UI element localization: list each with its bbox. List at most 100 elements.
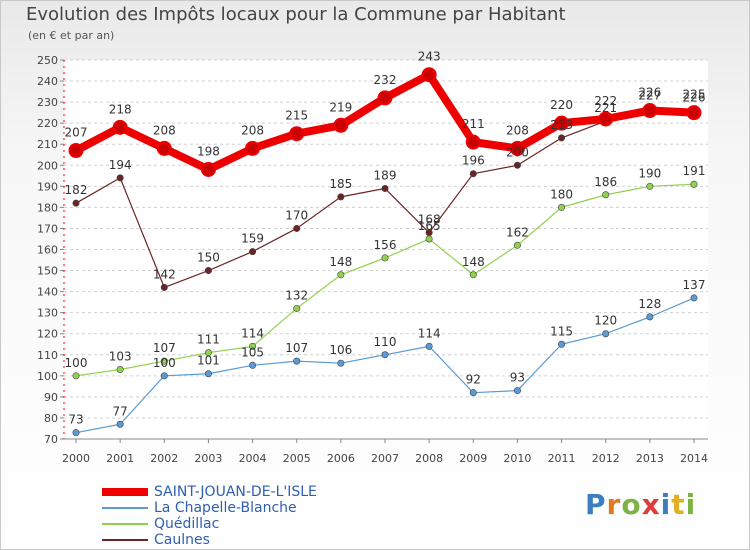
data-label: 180 <box>550 187 573 201</box>
y-tick-label: 170 <box>37 222 58 235</box>
data-point <box>249 342 257 350</box>
y-tick-label: 230 <box>37 96 58 109</box>
data-label: 114 <box>241 326 264 340</box>
data-point <box>333 117 349 133</box>
data-label: 101 <box>197 354 220 368</box>
data-label: 222 <box>594 94 617 108</box>
data-label: 150 <box>197 251 220 265</box>
data-label: 115 <box>550 324 573 338</box>
data-point <box>289 126 305 142</box>
data-label: 200 <box>506 145 529 159</box>
y-tick-label: 220 <box>37 117 58 130</box>
data-point <box>469 170 477 178</box>
data-label: 110 <box>374 335 397 349</box>
data-point <box>116 366 124 374</box>
data-label: 106 <box>329 343 352 357</box>
data-point <box>160 283 168 291</box>
logo-letter: P <box>585 488 607 521</box>
legend-swatch <box>102 539 148 541</box>
data-label: 208 <box>241 123 264 137</box>
data-label: 168 <box>418 213 441 227</box>
x-tick-label: 2007 <box>371 452 399 465</box>
data-label: 100 <box>65 356 88 370</box>
data-label: 111 <box>197 333 220 347</box>
data-point <box>72 429 80 437</box>
y-tick-label: 190 <box>37 180 58 193</box>
data-point <box>204 349 212 357</box>
data-point <box>686 105 702 121</box>
data-label: 100 <box>153 356 176 370</box>
legend-label: La Chapelle-Blanche <box>154 500 297 516</box>
data-point <box>249 361 257 369</box>
data-point <box>112 119 128 135</box>
data-label: 156 <box>374 238 397 252</box>
y-tick-label: 150 <box>37 265 58 278</box>
y-tick-label: 250 <box>37 54 58 67</box>
y-tick-label: 140 <box>37 286 58 299</box>
x-tick-label: 2002 <box>150 452 178 465</box>
data-label: 186 <box>594 175 617 189</box>
data-label: 221 <box>594 101 617 115</box>
y-tick-label: 130 <box>37 307 58 320</box>
x-tick-label: 2003 <box>194 452 222 465</box>
data-point <box>293 224 301 232</box>
data-label: 215 <box>285 109 308 123</box>
data-label: 73 <box>68 413 83 427</box>
y-tick-label: 160 <box>37 244 58 257</box>
data-label: 232 <box>374 73 397 87</box>
data-label: 218 <box>109 102 132 116</box>
chart-title: Evolution des Impôts locaux pour la Comm… <box>26 4 566 25</box>
x-tick-label: 2014 <box>680 452 708 465</box>
data-label: 189 <box>374 168 397 182</box>
x-tick-label: 2010 <box>503 452 531 465</box>
x-tick-label: 2005 <box>283 452 311 465</box>
data-label: 77 <box>113 404 128 418</box>
y-tick-label: 90 <box>44 391 58 404</box>
data-label: 225 <box>683 88 706 102</box>
data-point <box>602 191 610 199</box>
data-label: 114 <box>418 326 441 340</box>
chart-subtitle: (en € et par an) <box>28 29 115 42</box>
legend-swatch <box>102 488 148 496</box>
data-point <box>377 90 393 106</box>
legend-swatch <box>102 507 148 509</box>
legend-swatch <box>102 523 148 525</box>
data-point <box>337 359 345 367</box>
data-point <box>160 372 168 380</box>
data-point <box>381 184 389 192</box>
data-point <box>513 161 521 169</box>
data-label: 103 <box>109 350 132 364</box>
data-label: 213 <box>550 118 573 132</box>
data-label: 211 <box>462 117 485 131</box>
data-label: 120 <box>594 314 617 328</box>
data-point <box>558 134 566 142</box>
x-tick-label: 2008 <box>415 452 443 465</box>
data-point <box>293 357 301 365</box>
data-point <box>337 193 345 201</box>
data-label: 227 <box>638 88 661 102</box>
data-label: 207 <box>65 126 88 140</box>
y-tick-label: 180 <box>37 201 58 214</box>
data-label: 148 <box>462 255 485 269</box>
proxiti-logo: Proxiti <box>585 488 696 521</box>
legend-label: Caulnes <box>154 532 210 548</box>
data-label: 107 <box>153 341 176 355</box>
data-point <box>116 174 124 182</box>
data-label: 208 <box>153 123 176 137</box>
data-point <box>160 357 168 365</box>
data-point <box>465 134 481 150</box>
data-point <box>646 313 654 321</box>
data-point <box>469 271 477 279</box>
y-tick-label: 200 <box>37 159 58 172</box>
data-point <box>381 254 389 262</box>
y-tick-label: 100 <box>37 370 58 383</box>
data-point <box>425 235 433 243</box>
data-point <box>116 420 124 428</box>
data-point <box>293 304 301 312</box>
data-point <box>156 140 172 156</box>
data-point <box>469 389 477 397</box>
data-point <box>598 111 614 127</box>
y-tick-label: 70 <box>44 433 58 446</box>
data-label: 105 <box>241 345 264 359</box>
